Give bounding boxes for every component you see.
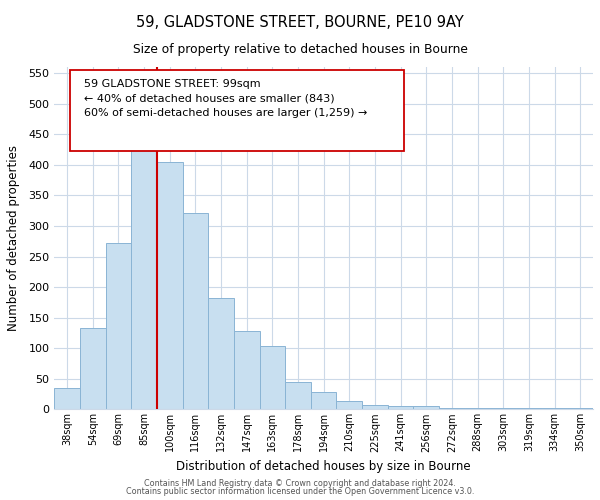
Bar xyxy=(54,388,80,409)
Bar xyxy=(413,406,439,410)
Bar xyxy=(388,406,413,410)
Bar xyxy=(208,298,234,410)
Text: Contains HM Land Registry data © Crown copyright and database right 2024.: Contains HM Land Registry data © Crown c… xyxy=(144,478,456,488)
Bar xyxy=(516,408,542,410)
Text: 59, GLADSTONE STREET, BOURNE, PE10 9AY: 59, GLADSTONE STREET, BOURNE, PE10 9AY xyxy=(136,15,464,30)
Text: Size of property relative to detached houses in Bourne: Size of property relative to detached ho… xyxy=(133,42,467,56)
FancyBboxPatch shape xyxy=(70,70,404,151)
Bar xyxy=(285,382,311,409)
X-axis label: Distribution of detached houses by size in Bourne: Distribution of detached houses by size … xyxy=(176,460,471,473)
Bar xyxy=(337,401,362,409)
Bar xyxy=(465,408,490,410)
Bar xyxy=(106,243,131,410)
Bar xyxy=(362,404,388,409)
Bar xyxy=(80,328,106,409)
Bar xyxy=(439,408,465,410)
Bar xyxy=(234,331,260,409)
Bar xyxy=(542,408,568,410)
Bar xyxy=(568,408,593,410)
Bar xyxy=(490,408,516,410)
Bar xyxy=(182,212,208,410)
Text: Contains public sector information licensed under the Open Government Licence v3: Contains public sector information licen… xyxy=(126,487,474,496)
Bar xyxy=(157,162,182,410)
Bar xyxy=(131,145,157,409)
Bar xyxy=(311,392,337,409)
Bar xyxy=(260,346,285,410)
Text: 59 GLADSTONE STREET: 99sqm
← 40% of detached houses are smaller (843)
60% of sem: 59 GLADSTONE STREET: 99sqm ← 40% of deta… xyxy=(84,79,367,118)
Y-axis label: Number of detached properties: Number of detached properties xyxy=(7,145,20,331)
